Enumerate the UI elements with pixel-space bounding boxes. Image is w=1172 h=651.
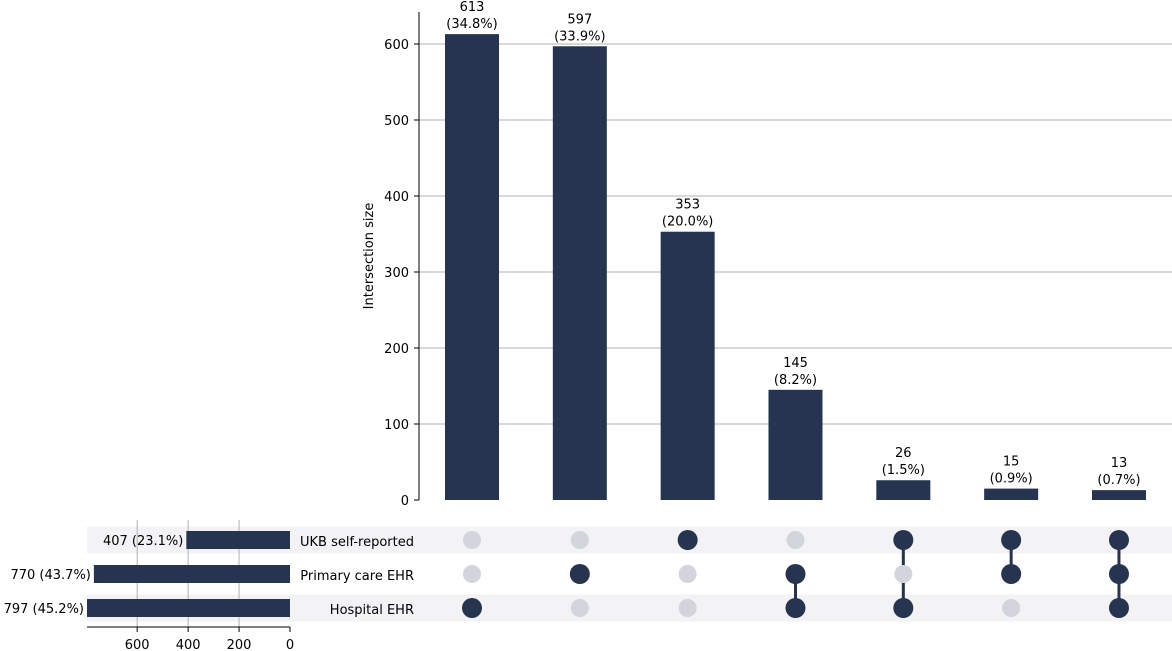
- bar-count-label-1: 597: [567, 12, 592, 27]
- y-tick-label-1: 100: [384, 418, 409, 433]
- bar-count-label-2: 353: [675, 198, 700, 213]
- intersection-bar-6: [1091, 490, 1146, 500]
- set-size-axis: 600 400 200 0: [87, 626, 294, 651]
- matrix-dot-1-2: [570, 599, 589, 617]
- set-name-1: Primary care EHR: [300, 569, 414, 584]
- bar-count-label-5: 15: [1003, 455, 1020, 470]
- matrix-dot-6-0: [1108, 530, 1129, 550]
- set-size-bars: [87, 531, 290, 617]
- set-size-label-2: 797 (45.2%): [4, 602, 84, 617]
- matrix-dot-0-2: [462, 598, 482, 618]
- matrix-dot-6-2: [1108, 598, 1129, 618]
- y-tick-label-0: 0: [401, 494, 409, 509]
- bar-pct-label-3: (8.2%): [774, 373, 817, 388]
- y-tick-label-3: 300: [384, 266, 409, 281]
- intersection-bar-1: [552, 46, 607, 500]
- matrix-dot-4-0: [893, 530, 914, 550]
- set-size-label-1: 770 (43.7%): [10, 568, 90, 583]
- matrix-dot-0-1: [463, 565, 481, 583]
- membership-matrix: [462, 530, 1129, 618]
- bar-pct-label-5: (0.9%): [990, 472, 1033, 487]
- bar-pct-label-2: (20.0%): [662, 215, 713, 230]
- intersection-bar-0: [445, 34, 499, 501]
- matrix-dot-4-2: [893, 598, 914, 618]
- matrix-dot-2-2: [678, 599, 697, 617]
- y-tick-label-5: 500: [384, 114, 409, 129]
- intersection-bar-4: [876, 480, 931, 500]
- set-size-bar-0: [186, 531, 290, 549]
- matrix-dot-3-2: [785, 598, 806, 618]
- intersection-bars: [445, 34, 1146, 501]
- bar-pct-label-1: (33.9%): [554, 29, 605, 44]
- intersection-bar-3: [768, 389, 823, 500]
- y-tick-label-6: 600: [384, 38, 409, 53]
- set-axis-tick-label-3: 0: [286, 638, 294, 651]
- matrix-dot-3-0: [786, 531, 805, 549]
- matrix-dot-3-1: [785, 564, 806, 584]
- matrix-dot-5-1: [1001, 564, 1022, 584]
- set-size-label-0: 407 (23.1%): [103, 534, 183, 549]
- bar-pct-label-0: (34.8%): [446, 17, 497, 32]
- matrix-dot-2-0: [677, 530, 698, 550]
- intersection-bar-5: [984, 488, 1039, 500]
- set-labels: 407 (23.1%) UKB self-reported 770 (43.7%) P…: [4, 534, 414, 618]
- set-axis-tick-label-1: 400: [176, 638, 201, 651]
- matrix-dot-1-0: [570, 531, 589, 549]
- matrix-dot-5-0: [1001, 530, 1022, 550]
- bar-pct-label-6: (0.7%): [1097, 473, 1140, 488]
- y-tick-label-2: 200: [384, 342, 409, 357]
- matrix-dot-6-1: [1108, 564, 1129, 584]
- y-axis-title: Intersection size: [362, 203, 377, 310]
- bar-count-label-6: 13: [1111, 456, 1128, 471]
- bar-count-label-4: 26: [895, 446, 912, 461]
- set-name-2: Hospital EHR: [330, 603, 414, 618]
- intersection-bar-2: [660, 231, 715, 500]
- matrix-dot-4-1: [894, 565, 913, 583]
- y-tick-label-4: 400: [384, 190, 409, 205]
- set-axis-tick-label-0: 600: [125, 638, 150, 651]
- set-name-0: UKB self-reported: [300, 535, 414, 550]
- matrix-dot-2-1: [678, 565, 697, 583]
- set-axis-tick-label-2: 200: [227, 638, 252, 651]
- set-size-bar-1: [93, 565, 290, 583]
- matrix-dot-5-2: [1002, 599, 1021, 617]
- bar-pct-label-4: (1.5%): [882, 463, 925, 478]
- bar-count-label-0: 613: [460, 0, 485, 15]
- bar-count-label-3: 145: [783, 356, 808, 371]
- intersection-bar-labels: 613 (34.8%) 597 (33.9%) 353 (20.0%) 145 (8.2%) 2…: [446, 0, 1140, 488]
- matrix-dot-1-1: [569, 564, 590, 584]
- matrix-dot-0-0: [463, 531, 481, 549]
- set-size-bar-2: [87, 599, 290, 617]
- y-axis: 0 100 200 300 400 500 600: [384, 12, 420, 509]
